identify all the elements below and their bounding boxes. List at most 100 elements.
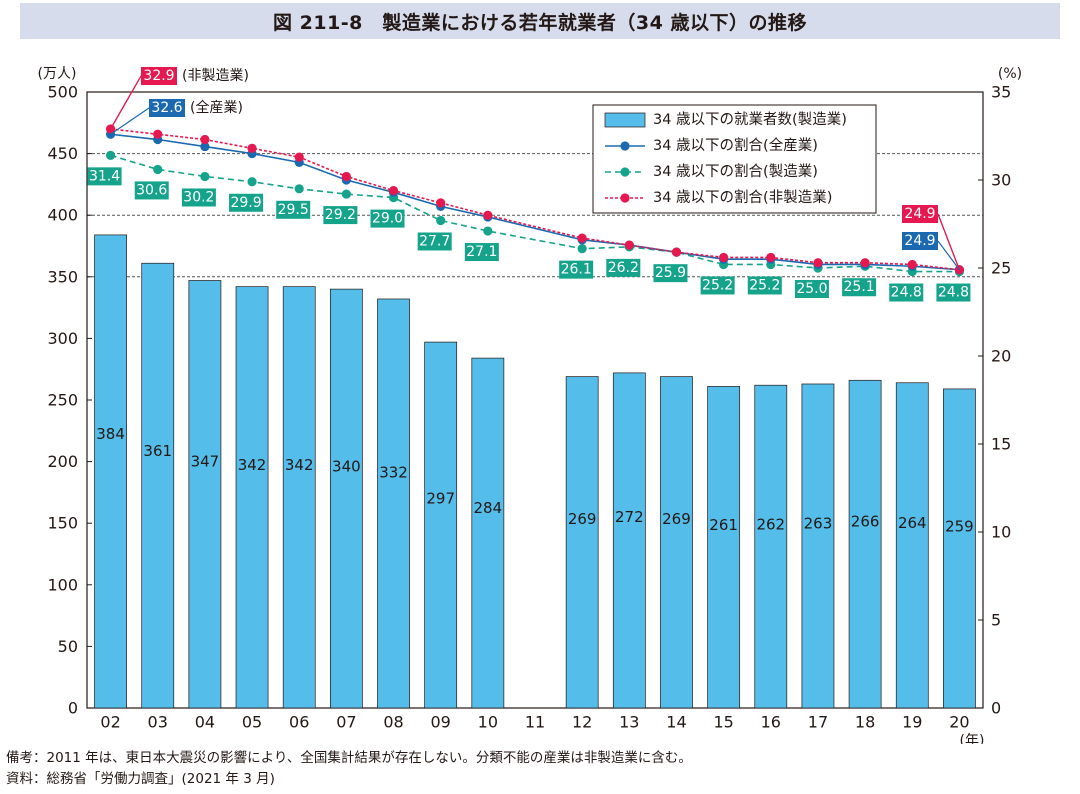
data-label: 29.2 bbox=[325, 207, 356, 223]
data-label-box bbox=[700, 276, 735, 295]
y-tick-right: 5 bbox=[991, 611, 1001, 630]
series-point bbox=[577, 233, 587, 243]
data-label-box bbox=[559, 260, 594, 279]
series-line bbox=[110, 154, 960, 273]
series-point bbox=[436, 215, 446, 226]
callout-box bbox=[902, 232, 938, 250]
data-label: 27.7 bbox=[419, 233, 450, 249]
data-label: 25.9 bbox=[655, 265, 686, 281]
x-tick-label: 19 bbox=[902, 713, 922, 732]
x-tick-label: 04 bbox=[195, 713, 215, 732]
data-label: 26.2 bbox=[608, 260, 639, 276]
y-tick-right: 30 bbox=[991, 171, 1011, 190]
x-tick-label: 09 bbox=[431, 713, 451, 732]
data-label-box bbox=[936, 283, 971, 302]
x-tick-label: 03 bbox=[148, 713, 168, 732]
legend-swatch-point bbox=[620, 167, 630, 177]
title-bar: 図 211-8 製造業における若年就業者（34 歳以下）の推移 bbox=[20, 3, 1060, 39]
bar-value-label: 342 bbox=[285, 456, 314, 474]
y-tick-left: 250 bbox=[47, 391, 78, 410]
callout-box bbox=[149, 99, 185, 117]
data-label: 24.8 bbox=[938, 285, 969, 301]
legend-swatch-point bbox=[620, 193, 630, 203]
bar bbox=[895, 382, 929, 709]
series-point bbox=[954, 265, 965, 275]
callout-leader bbox=[110, 107, 150, 135]
data-label: 26.1 bbox=[561, 262, 592, 278]
x-axis-label: (年) bbox=[960, 733, 985, 744]
x-tick-label: 10 bbox=[478, 713, 498, 732]
data-label: 30.6 bbox=[136, 182, 167, 198]
data-label: 30.2 bbox=[183, 189, 214, 205]
bar-value-label: 384 bbox=[96, 425, 125, 443]
callout-leader bbox=[110, 75, 142, 130]
series-point bbox=[105, 150, 116, 160]
legend-label: 34 歳以下の割合(製造業) bbox=[653, 163, 818, 180]
x-tick-label: 02 bbox=[100, 713, 120, 732]
data-label: 25.0 bbox=[796, 281, 827, 297]
data-label-box bbox=[370, 209, 405, 228]
y-axis-label-left: (万人) bbox=[38, 66, 77, 82]
y-tick-left: 450 bbox=[47, 144, 78, 163]
y-tick-right: 0 bbox=[991, 699, 1001, 718]
callout-value: 32.9 bbox=[143, 68, 174, 84]
bar bbox=[612, 372, 646, 709]
bar-value-label: 347 bbox=[191, 452, 220, 470]
y-tick-left: 500 bbox=[47, 83, 78, 102]
x-tick-label: 16 bbox=[761, 713, 781, 732]
legend-swatch-point bbox=[620, 141, 630, 151]
y-tick-left: 200 bbox=[47, 452, 78, 471]
data-label-box bbox=[229, 193, 264, 212]
data-label: 29.0 bbox=[372, 211, 403, 227]
y-tick-left: 300 bbox=[47, 329, 78, 348]
series-point bbox=[813, 258, 823, 268]
bar bbox=[141, 262, 175, 709]
bar bbox=[471, 357, 505, 709]
series-line bbox=[110, 133, 960, 271]
y-tick-left: 400 bbox=[47, 206, 78, 225]
x-tick-label: 17 bbox=[808, 713, 828, 732]
callout-box bbox=[902, 205, 938, 223]
bar bbox=[424, 341, 458, 709]
bar-value-label: 261 bbox=[709, 516, 738, 534]
data-label-box bbox=[889, 283, 924, 302]
x-tick-label: 13 bbox=[619, 713, 639, 732]
series-point bbox=[719, 252, 729, 263]
x-tick-label: 11 bbox=[525, 713, 545, 732]
y-tick-left: 150 bbox=[47, 514, 78, 533]
callout-text: (非製造業) bbox=[182, 68, 249, 84]
data-label-box bbox=[323, 206, 358, 225]
y-tick-right: 10 bbox=[991, 523, 1011, 542]
data-label: 25.2 bbox=[749, 277, 780, 293]
data-label: 25.1 bbox=[844, 279, 875, 295]
bar bbox=[754, 384, 788, 709]
data-label-box bbox=[842, 278, 877, 297]
bar bbox=[707, 386, 741, 709]
bar bbox=[943, 388, 976, 709]
notes: 備考：2011 年は、東日本大震災の影響により、全国集計結果が存在しない。分類不… bbox=[6, 748, 692, 790]
callout-value: 24.9 bbox=[904, 206, 935, 222]
series-point bbox=[153, 164, 163, 175]
bar bbox=[660, 376, 693, 709]
bar bbox=[377, 298, 410, 709]
series-point bbox=[341, 189, 351, 199]
legend-label: 34 歳以下の就業者数(製造業) bbox=[653, 111, 847, 128]
x-tick-label: 08 bbox=[383, 713, 403, 732]
x-tick-label: 18 bbox=[855, 713, 875, 732]
data-label-box bbox=[606, 258, 641, 277]
callout-value: 24.9 bbox=[904, 233, 935, 249]
bar-value-label: 332 bbox=[379, 464, 408, 482]
y-tick-left: 0 bbox=[68, 699, 78, 718]
bar-value-label: 266 bbox=[851, 512, 880, 530]
callout-leader bbox=[937, 240, 960, 271]
bar bbox=[94, 234, 127, 709]
bar bbox=[282, 286, 316, 709]
bar-value-label: 264 bbox=[898, 514, 927, 532]
series-point bbox=[200, 141, 210, 152]
bar bbox=[565, 376, 599, 709]
y-tick-left: 100 bbox=[47, 575, 78, 594]
series-point bbox=[247, 143, 257, 153]
series-point bbox=[907, 259, 917, 270]
bar-value-label: 263 bbox=[804, 515, 833, 533]
data-label: 25.2 bbox=[702, 277, 733, 293]
